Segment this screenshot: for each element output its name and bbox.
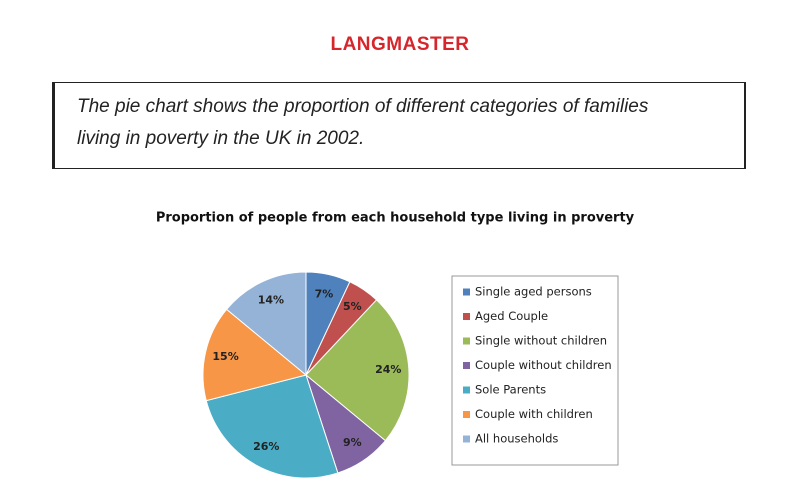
slice-label: 9% bbox=[343, 436, 362, 449]
slice-label: 15% bbox=[212, 350, 238, 363]
legend-swatch bbox=[463, 313, 470, 320]
legend-swatch bbox=[463, 362, 470, 369]
slice-label: 24% bbox=[375, 363, 401, 376]
slice-label: 26% bbox=[253, 440, 279, 453]
legend-label: All households bbox=[475, 432, 558, 446]
legend-label: Couple with children bbox=[475, 407, 593, 421]
legend-swatch bbox=[463, 435, 470, 443]
slice-label: 5% bbox=[343, 300, 362, 313]
chart-title: Proportion of people from each household… bbox=[156, 211, 635, 226]
legend-label: Sole Parents bbox=[475, 383, 546, 397]
legend-label: Couple without children bbox=[475, 358, 612, 372]
pie-slice bbox=[202, 308, 308, 402]
legend-label: Single aged persons bbox=[475, 285, 592, 299]
legend-label: Single without children bbox=[475, 334, 607, 348]
legend-swatch bbox=[463, 386, 470, 394]
legend-box bbox=[451, 275, 619, 466]
legend-swatch bbox=[463, 288, 470, 296]
pie-slice bbox=[305, 299, 410, 442]
logo: LANGMASTER bbox=[330, 34, 470, 55]
slice-label: 7% bbox=[315, 288, 334, 301]
prompt-box: The pie chart shows the proportion of di… bbox=[52, 82, 746, 169]
pie-slice bbox=[205, 374, 339, 479]
prompt: The pie chart shows the proportion of di… bbox=[77, 96, 649, 149]
slice-label: 14% bbox=[258, 293, 284, 306]
legend-swatch bbox=[463, 337, 470, 345]
pie-slice bbox=[225, 271, 307, 377]
legend-swatch bbox=[463, 411, 470, 418]
legend-label: Aged Couple bbox=[475, 309, 548, 323]
